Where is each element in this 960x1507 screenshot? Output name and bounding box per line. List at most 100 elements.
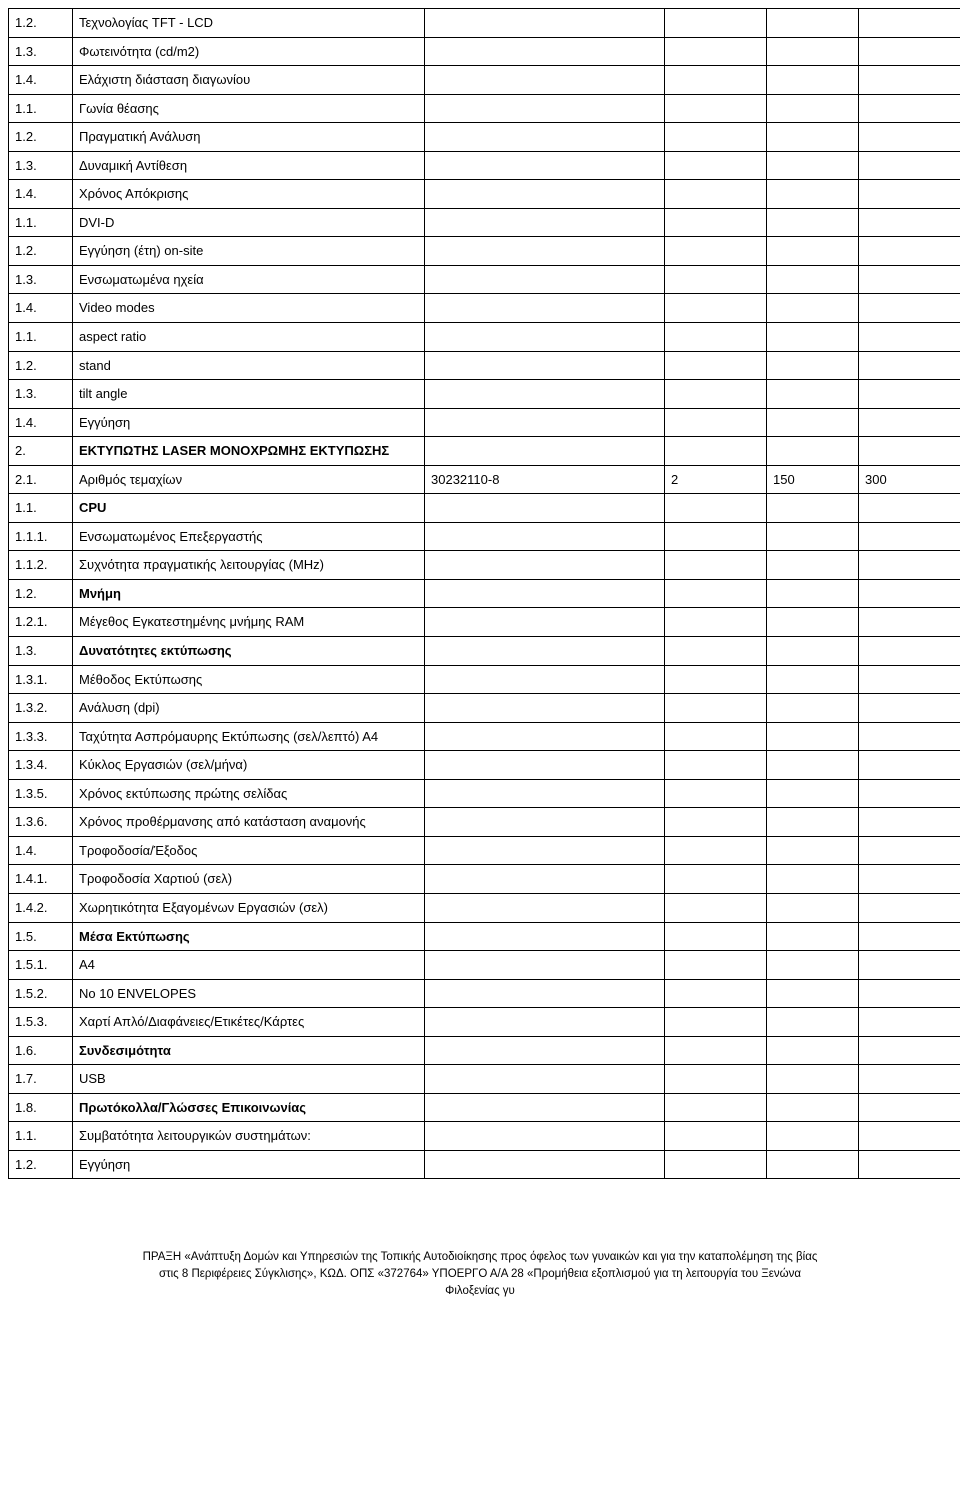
row-cell-d <box>767 893 859 922</box>
row-cell-c <box>665 437 767 466</box>
row-cell-e <box>859 522 960 551</box>
row-cell-c <box>665 637 767 666</box>
row-cell-d <box>767 637 859 666</box>
row-cell-c <box>665 694 767 723</box>
row-description: Πραγματική Ανάλυση <box>73 123 425 152</box>
row-description: A4 <box>73 951 425 980</box>
row-cell-c <box>665 323 767 352</box>
row-cell-d <box>767 808 859 837</box>
row-cell-d <box>767 408 859 437</box>
row-description: Εγγύηση (έτη) on-site <box>73 237 425 266</box>
row-number: 1.2. <box>9 1150 73 1179</box>
row-number: 1.4. <box>9 294 73 323</box>
row-cell-b <box>425 608 665 637</box>
row-cell-c <box>665 66 767 95</box>
row-cell-c: 2 <box>665 465 767 494</box>
row-cell-c <box>665 608 767 637</box>
row-description: Δυναμική Αντίθεση <box>73 151 425 180</box>
row-cell-e <box>859 1036 960 1065</box>
row-cell-b <box>425 151 665 180</box>
page-footer: ΠΡΑΞΗ «Ανάπτυξη Δομών και Υπηρεσιών της … <box>8 1249 952 1299</box>
row-cell-e <box>859 66 960 95</box>
row-cell-e <box>859 1150 960 1179</box>
table-row: 1.2.Εγγύηση <box>9 1150 960 1179</box>
row-cell-e <box>859 294 960 323</box>
row-cell-d <box>767 437 859 466</box>
row-cell-b <box>425 180 665 209</box>
footer-line-2: στις 8 Περιφέρειες Σύγκλισης», ΚΩΔ. ΟΠΣ … <box>159 1268 801 1280</box>
row-cell-d <box>767 751 859 780</box>
row-cell-c <box>665 351 767 380</box>
row-description: Ελάχιστη διάσταση διαγωνίου <box>73 66 425 95</box>
footer-line-3: Φιλοξενίας γυ <box>445 1285 515 1297</box>
row-cell-c <box>665 1008 767 1037</box>
table-row: 1.4.Εγγύηση <box>9 408 960 437</box>
table-row: 1.1.aspect ratio <box>9 323 960 352</box>
row-number: 1.3. <box>9 37 73 66</box>
table-row: 1.8.Πρωτόκολλα/Γλώσσες Επικοινωνίας <box>9 1093 960 1122</box>
row-cell-c <box>665 294 767 323</box>
row-cell-b <box>425 123 665 152</box>
row-description: Πρωτόκολλα/Γλώσσες Επικοινωνίας <box>73 1093 425 1122</box>
row-number: 1.3. <box>9 637 73 666</box>
row-number: 1.4.2. <box>9 893 73 922</box>
row-cell-d <box>767 1008 859 1037</box>
row-number: 1.3.4. <box>9 751 73 780</box>
row-cell-d <box>767 551 859 580</box>
row-description: Συχνότητα πραγματικής λειτουργίας (MHz) <box>73 551 425 580</box>
table-row: 1.4.Video modes <box>9 294 960 323</box>
row-description: Χρόνος Απόκρισης <box>73 180 425 209</box>
row-cell-b <box>425 865 665 894</box>
row-description: Μέγεθος Εγκατεστημένης μνήμης RAM <box>73 608 425 637</box>
row-cell-b <box>425 437 665 466</box>
row-cell-e <box>859 323 960 352</box>
row-cell-c <box>665 265 767 294</box>
row-number: 1.1. <box>9 208 73 237</box>
row-cell-b <box>425 494 665 523</box>
row-cell-e <box>859 1008 960 1037</box>
row-description: Μέσα Εκτύπωσης <box>73 922 425 951</box>
row-cell-b <box>425 9 665 38</box>
row-cell-b <box>425 522 665 551</box>
row-cell-c <box>665 237 767 266</box>
row-number: 1.3.3. <box>9 722 73 751</box>
row-cell-c <box>665 180 767 209</box>
row-cell-d <box>767 380 859 409</box>
table-row: 2.1.Αριθμός τεμαχίων30232110-82150300 <box>9 465 960 494</box>
row-cell-c <box>665 1122 767 1151</box>
row-cell-c <box>665 808 767 837</box>
row-description: Χαρτί Απλό/Διαφάνειες/Ετικέτες/Κάρτες <box>73 1008 425 1037</box>
row-cell-d <box>767 608 859 637</box>
row-description: Εγγύηση <box>73 408 425 437</box>
row-cell-c <box>665 579 767 608</box>
row-cell-b <box>425 893 665 922</box>
row-cell-d <box>767 494 859 523</box>
row-cell-d <box>767 1122 859 1151</box>
table-row: 1.3.Ενσωματωμένα ηχεία <box>9 265 960 294</box>
row-number: 1.6. <box>9 1036 73 1065</box>
row-cell-e <box>859 808 960 837</box>
table-row: 1.4.Ελάχιστη διάσταση διαγωνίου <box>9 66 960 95</box>
row-number: 1.2. <box>9 351 73 380</box>
row-cell-d <box>767 37 859 66</box>
row-number: 1.3. <box>9 151 73 180</box>
row-description: CPU <box>73 494 425 523</box>
row-cell-b <box>425 1008 665 1037</box>
row-cell-c <box>665 893 767 922</box>
row-cell-d <box>767 836 859 865</box>
row-description: ΕΚΤΥΠΩΤΗΣ LASER ΜΟΝΟΧΡΩΜΗΣ ΕΚΤΥΠΩΣΗΣ <box>73 437 425 466</box>
row-cell-b <box>425 951 665 980</box>
table-row: 1.3.Δυνατότητες εκτύπωσης <box>9 637 960 666</box>
row-cell-b <box>425 722 665 751</box>
row-cell-e <box>859 237 960 266</box>
row-description: Συμβατότητα λειτουργικών συστημάτων: <box>73 1122 425 1151</box>
row-description: Χρόνος εκτύπωσης πρώτης σελίδας <box>73 779 425 808</box>
row-cell-d <box>767 865 859 894</box>
row-cell-e <box>859 979 960 1008</box>
row-cell-e <box>859 380 960 409</box>
row-description: Τροφοδοσία/Έξοδος <box>73 836 425 865</box>
row-cell-e <box>859 437 960 466</box>
row-number: 1.3. <box>9 380 73 409</box>
row-cell-c <box>665 494 767 523</box>
row-cell-b <box>425 1036 665 1065</box>
